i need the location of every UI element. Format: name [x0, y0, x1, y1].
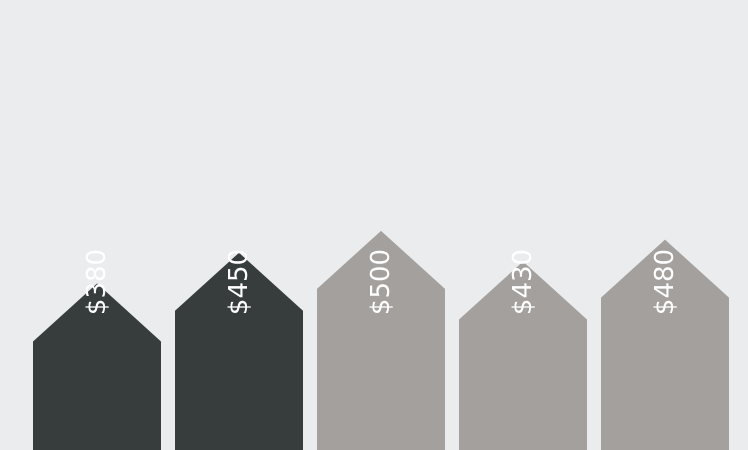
arrow-bar-4 — [459, 261, 587, 450]
arrow-bar-5 — [601, 239, 729, 450]
bar-value-label-3: $500 — [366, 249, 396, 315]
bar-value-label-5: $480 — [650, 249, 680, 315]
arrow-bar-2 — [175, 252, 303, 450]
arrow-bar-3 — [317, 230, 445, 450]
labels-group: $380 $450 $500 $430 $480 — [82, 249, 680, 315]
arrow-bar-1 — [33, 283, 161, 450]
bar-value-label-1: $380 — [82, 249, 112, 315]
bar-value-label-4: $430 — [508, 249, 538, 315]
bars-group — [33, 230, 729, 450]
bar-value-label-2: $450 — [224, 249, 254, 315]
